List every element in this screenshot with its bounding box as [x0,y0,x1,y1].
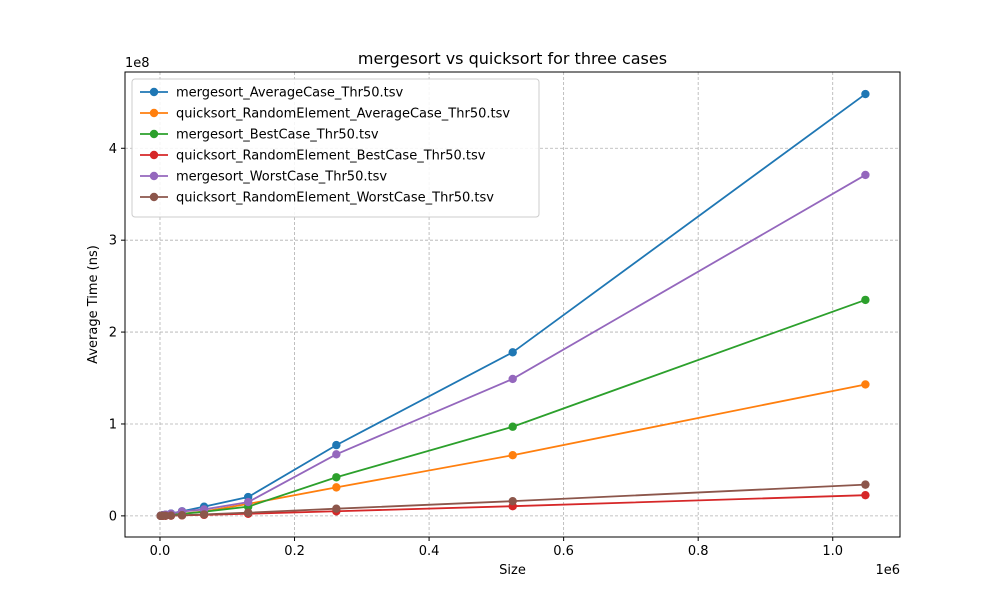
x-tick-label: 0.2 [284,544,305,559]
data-point [861,380,870,389]
y-tick-label: 3 [109,234,117,249]
data-point [508,451,517,460]
ticks: 0.0 0.2 0.4 0.6 0.8 1.0 0 1 2 3 4 [109,142,843,559]
legend-marker [149,192,159,202]
data-point [332,440,341,450]
legend-entry: quicksort_RandomElement_BestCase_Thr50.t… [140,149,486,164]
x-tick-label: 0.6 [553,544,574,559]
y-offset-label: 1e8 [125,56,150,71]
legend-entry: mergesort_BestCase_Thr50.tsv [140,128,379,143]
data-point [861,480,870,489]
x-tick-label: 0.0 [150,544,171,559]
legend-entry: quicksort_RandomElement_WorstCase_Thr50.… [140,191,494,206]
y-axis-label: Average Time (ns) [86,245,101,364]
legend-marker [149,108,159,118]
data-point [199,510,209,519]
series-5 [156,480,870,521]
series-line [160,383,866,517]
legend-entry: mergesort_WorstCase_Thr50.tsv [140,170,387,185]
legend-marker [149,87,159,97]
data-point [332,473,341,482]
x-tick-label: 0.8 [688,544,709,559]
series-layer [156,89,870,521]
series-line [160,174,866,517]
data-point [243,508,253,517]
y-tick-label: 2 [109,326,117,341]
legend-marker [149,171,159,181]
data-point [508,422,517,431]
data-point [177,511,187,520]
data-point [243,497,253,507]
data-point [332,504,341,513]
y-tick-label: 0 [109,509,117,524]
data-point [508,348,517,357]
legend: mergesort_AverageCase_Thr50.tsv quicksort… [131,78,540,218]
data-point [861,490,870,500]
legend-label: mergesort_BestCase_Thr50.tsv [176,128,379,143]
data-point [332,450,341,459]
data-point [332,483,341,492]
legend-box [131,78,540,218]
legend-entry: mergesort_AverageCase_Thr50.tsv [140,86,403,101]
legend-label: mergesort_WorstCase_Thr50.tsv [176,170,387,185]
legend-marker [149,150,159,160]
data-point [861,295,870,305]
legend-marker [149,129,159,139]
series-2 [156,295,870,520]
data-point [861,89,870,99]
y-tick-label: 1 [109,417,117,432]
x-tick-label: 0.4 [419,544,440,559]
legend-label: quicksort_RandomElement_AverageCase_Thr5… [176,107,510,122]
chart-title: mergesort vs quicksort for three cases [358,49,667,68]
y-tick-label: 4 [109,142,117,157]
x-offset-label: 1e6 [875,563,900,578]
legend-entry: quicksort_RandomElement_AverageCase_Thr5… [140,107,510,122]
x-tick-label: 1.0 [822,544,843,559]
x-axis-label: Size [499,563,526,578]
legend-label: quicksort_RandomElement_WorstCase_Thr50.… [176,191,494,206]
plot-frame [124,71,901,538]
data-point [508,496,517,506]
legend-label: quicksort_RandomElement_BestCase_Thr50.t… [176,149,486,164]
legend-label: mergesort_AverageCase_Thr50.tsv [176,86,403,101]
series-4 [156,170,870,520]
data-point [166,511,176,520]
data-point [508,374,517,384]
data-point [861,170,870,180]
